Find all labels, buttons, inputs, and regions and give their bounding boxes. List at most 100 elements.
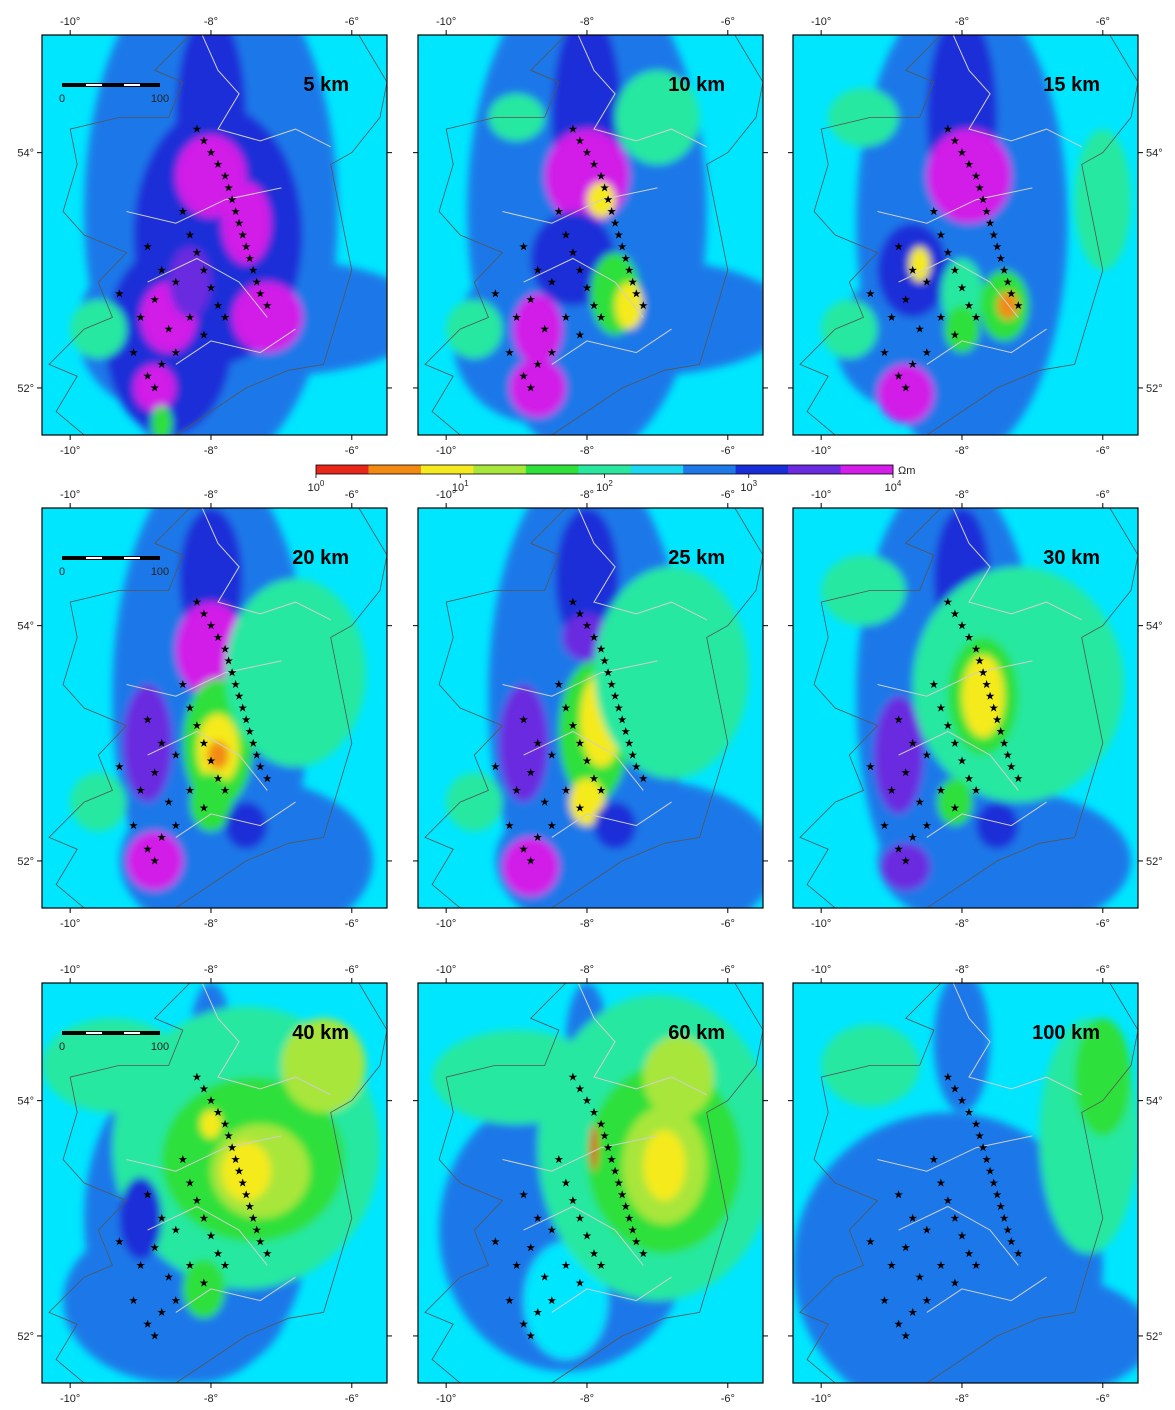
resistivity-anomaly xyxy=(962,655,1005,738)
colorbar-swatch xyxy=(683,465,737,474)
lon-tick-bottom: -8° xyxy=(955,918,969,930)
resistivity-contours xyxy=(70,508,373,908)
border-line xyxy=(147,257,268,318)
lon-tick-bottom: -10° xyxy=(811,918,831,930)
depth-label: 40 km xyxy=(292,1022,349,1044)
border-line xyxy=(201,35,331,148)
colorbar-tick-label: 101 xyxy=(452,479,469,494)
panel-frame xyxy=(792,507,1139,909)
map-panel-1: 5 km 0 100 -10° -10° -8° -8° -6° -6° 54° 52° xyxy=(17,16,392,457)
border-line xyxy=(175,1276,296,1313)
border-line xyxy=(577,983,707,1096)
depth-label: 15 km xyxy=(1043,74,1100,96)
lon-tick-bottom: -10° xyxy=(436,1393,456,1405)
resistivity-contours xyxy=(821,508,1131,908)
colorbar-swatch xyxy=(735,465,789,474)
resistivity-anomaly xyxy=(544,129,630,224)
colorbar-swatch xyxy=(630,465,684,474)
lon-tick-bottom: -8° xyxy=(204,918,218,930)
colorbar-swatch xyxy=(840,465,894,474)
lat-tick-left: 54° xyxy=(17,148,34,160)
lat-tick-right: 52° xyxy=(1146,1331,1163,1343)
border-line xyxy=(523,730,644,791)
resistivity-anomaly xyxy=(42,1018,183,1113)
resistivity-anomaly xyxy=(590,1124,598,1172)
lon-tick-top: -8° xyxy=(955,16,969,28)
lat-tick-left: 54° xyxy=(17,1096,34,1108)
lon-tick-top: -10° xyxy=(436,16,456,28)
map-panel-4: 20 km 0 100 -10° -10° -8° -8° -6° -6° 54° 52° xyxy=(17,489,392,930)
scale-bar-start: 0 xyxy=(59,566,65,578)
border-line xyxy=(175,328,296,365)
lon-tick-bottom: -10° xyxy=(60,445,80,457)
resistivity-anomaly xyxy=(997,291,1019,320)
panel-grid: 5 km 0 100 -10° -10° -8° -8° -6° -6° 54° 52° 10 km -… xyxy=(17,16,1163,1405)
lon-tick-top: -10° xyxy=(811,964,831,976)
border-line xyxy=(551,801,672,838)
border-line xyxy=(898,730,1019,791)
lon-tick-bottom: -10° xyxy=(811,445,831,457)
scale-bar-start: 0 xyxy=(59,1041,65,1053)
lat-tick-left: 52° xyxy=(17,383,34,395)
coastline xyxy=(799,983,1138,1383)
colorbar-tick-label: 100 xyxy=(308,479,325,494)
coastline xyxy=(424,35,763,435)
map-panel-5: 25 km -10° -10° -8° -8° -6° -6° xyxy=(413,489,768,930)
resistivity-anomaly xyxy=(225,802,268,850)
border-line xyxy=(577,508,707,621)
resistivity-anomaly xyxy=(594,802,637,850)
lon-tick-top: -8° xyxy=(580,16,594,28)
resistivity-anomaly xyxy=(221,1141,271,1201)
resistivity-contours xyxy=(432,983,763,1372)
lon-tick-bottom: -6° xyxy=(1096,445,1110,457)
border-line xyxy=(952,508,1082,621)
border-line xyxy=(523,1205,644,1266)
border-line xyxy=(201,983,331,1096)
colorbar-tick-label: 103 xyxy=(740,479,757,494)
map-panel-3: 15 km -10° -10° -8° -8° -6° -6° 54° 52° xyxy=(788,16,1163,457)
resistivity-anomaly xyxy=(877,790,1131,908)
resistivity-anomaly xyxy=(281,1018,366,1113)
border-line xyxy=(126,187,282,224)
lat-tick-right: 54° xyxy=(1146,621,1163,633)
colorbar-swatch xyxy=(578,465,632,474)
resistivity-anomaly xyxy=(643,1035,714,1119)
lon-tick-bottom: -10° xyxy=(436,918,456,930)
resistivity-anomaly xyxy=(502,837,559,897)
scale-bar-end: 100 xyxy=(151,93,169,105)
resistivity-anomaly xyxy=(1074,129,1131,271)
colorbar-unit: Ωm xyxy=(898,465,915,477)
border-line xyxy=(877,1135,1033,1172)
lon-tick-bottom: -6° xyxy=(1096,1393,1110,1405)
colorbar-swatch xyxy=(525,465,579,474)
border-line xyxy=(502,660,658,697)
lon-tick-bottom: -6° xyxy=(721,1393,735,1405)
lon-tick-top: -10° xyxy=(60,16,80,28)
colorbar-swatch xyxy=(788,465,842,474)
resistivity-anomaly xyxy=(509,358,566,418)
lon-tick-top: -6° xyxy=(1096,16,1110,28)
coastline xyxy=(424,983,763,1383)
map-panel-6: 30 km -10° -10° -8° -8° -6° -6° 54° 52° xyxy=(788,489,1163,930)
resistivity-anomaly xyxy=(881,843,931,891)
border-line xyxy=(551,1276,672,1313)
lon-tick-bottom: -8° xyxy=(580,445,594,457)
depth-label: 30 km xyxy=(1043,547,1100,569)
resistivity-anomaly xyxy=(944,305,980,353)
map-panel-9: 100 km -10° -10° -8° -8° -6° -6° 54° 52° xyxy=(788,964,1163,1405)
scale-bar-start: 0 xyxy=(59,93,65,105)
border-line xyxy=(126,1135,282,1172)
panel-frame xyxy=(417,34,764,436)
map-panel-7: 40 km 0 100 -10° -10° -8° -8° -6° -6° 54° 52° xyxy=(17,964,392,1405)
lon-tick-top: -6° xyxy=(345,964,359,976)
resistivity-anomaly xyxy=(513,293,563,365)
lon-tick-bottom: -8° xyxy=(580,918,594,930)
coastline xyxy=(48,983,387,1383)
depth-label: 5 km xyxy=(303,74,349,96)
lon-tick-top: -6° xyxy=(721,964,735,976)
lon-tick-top: -6° xyxy=(345,16,359,28)
resistivity-anomaly xyxy=(615,282,644,330)
lon-tick-top: -6° xyxy=(345,489,359,501)
resistivity-anomaly xyxy=(225,578,366,767)
resistivity-anomaly xyxy=(821,555,906,626)
